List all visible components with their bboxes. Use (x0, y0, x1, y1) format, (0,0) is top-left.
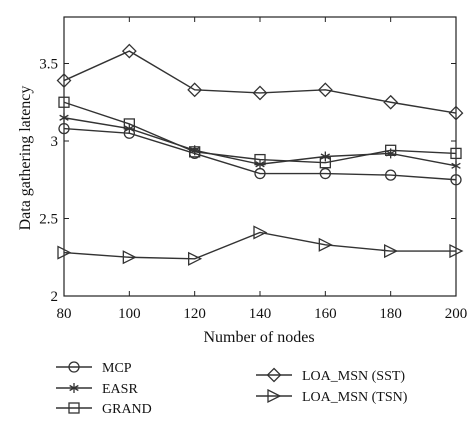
data-point-grand (450, 147, 462, 160)
series-line-easr (63, 117, 457, 167)
data-point-mcp (319, 167, 331, 180)
series-grand (58, 96, 462, 169)
data-point-easr (451, 160, 461, 171)
y-tick-label: 3.5 (39, 57, 58, 73)
series-line-loa-msn-tsn (63, 231, 456, 260)
legend-label: MCP (102, 361, 132, 376)
legend-marker-loa-msn-sst (266, 367, 282, 383)
data-point-mcp (385, 169, 397, 181)
data-point-loa-msn-tsn (122, 250, 137, 265)
data-point-loa-msn-sst (187, 82, 203, 98)
data-point-grand (58, 96, 70, 108)
data-point-loa-msn-sst (252, 85, 268, 101)
legend-label: GRAND (102, 402, 152, 417)
y-axis-label: Data gathering latency (17, 86, 34, 231)
legend-marker-grand (68, 402, 80, 414)
legend-item-easr: EASR (56, 382, 138, 397)
x-tick-label: 120 (183, 306, 206, 322)
data-point-easr (59, 112, 69, 123)
x-tick-label: 140 (249, 306, 272, 322)
legend-label: LOA_MSN (SST) (302, 369, 405, 384)
data-point-loa-msn-tsn (253, 225, 268, 240)
data-point-loa-msn-tsn (318, 237, 333, 252)
legend-item-loa-msn-sst: LOA_MSN (SST) (256, 367, 405, 384)
x-tick-label: 160 (314, 306, 337, 322)
data-point-loa-msn-tsn (384, 243, 399, 259)
series-line-loa-msn-sst (63, 50, 457, 114)
legend-marker-mcp (68, 361, 80, 373)
data-point-loa-msn-sst (317, 82, 333, 98)
x-axis-label: Number of nodes (203, 329, 314, 346)
data-point-loa-msn-tsn (188, 251, 203, 266)
data-point-loa-msn-tsn (449, 243, 464, 259)
legend-marker-easr (69, 383, 79, 393)
data-point-grand (254, 153, 266, 166)
legend-item-loa-msn-tsn: LOA_MSN (TSN) (256, 388, 408, 405)
series-line-grand (63, 101, 457, 164)
data-point-loa-msn-sst (56, 73, 72, 88)
data-point-grand (319, 157, 331, 169)
legend-label: LOA_MSN (TSN) (302, 390, 408, 405)
data-point-loa-msn-sst (448, 105, 464, 121)
data-point-loa-msn-sst (121, 43, 137, 59)
legend-item-mcp: MCP (56, 361, 132, 376)
data-point-mcp (450, 174, 462, 186)
data-point-loa-msn-sst (383, 94, 399, 110)
x-tick-label: 180 (379, 306, 402, 322)
x-tick-label: 80 (57, 306, 72, 322)
y-tick-label: 2 (51, 289, 59, 305)
series-loa-msn-sst (56, 43, 464, 121)
x-tick-label: 200 (445, 306, 468, 322)
legend-label: EASR (102, 382, 138, 397)
data-point-grand (189, 146, 201, 158)
x-tick-label: 100 (118, 306, 141, 322)
series-loa-msn-tsn (57, 225, 464, 266)
legend-marker-loa-msn-tsn (267, 388, 282, 404)
y-tick-label: 3 (51, 134, 59, 150)
plot-area: 80 100 120 140 160 180 200 2 2.5 3 3.5 (39, 16, 468, 322)
data-point-grand (385, 144, 397, 156)
data-point-grand (123, 118, 135, 130)
legend-item-grand: GRAND (56, 402, 152, 417)
legend: MCP EASR GRAND LOA_MSN (SST) LOA_MSN (TSN) (56, 361, 408, 417)
data-point-mcp (58, 122, 70, 135)
data-point-loa-msn-tsn (57, 245, 72, 260)
y-tick-label: 2.5 (39, 212, 58, 228)
